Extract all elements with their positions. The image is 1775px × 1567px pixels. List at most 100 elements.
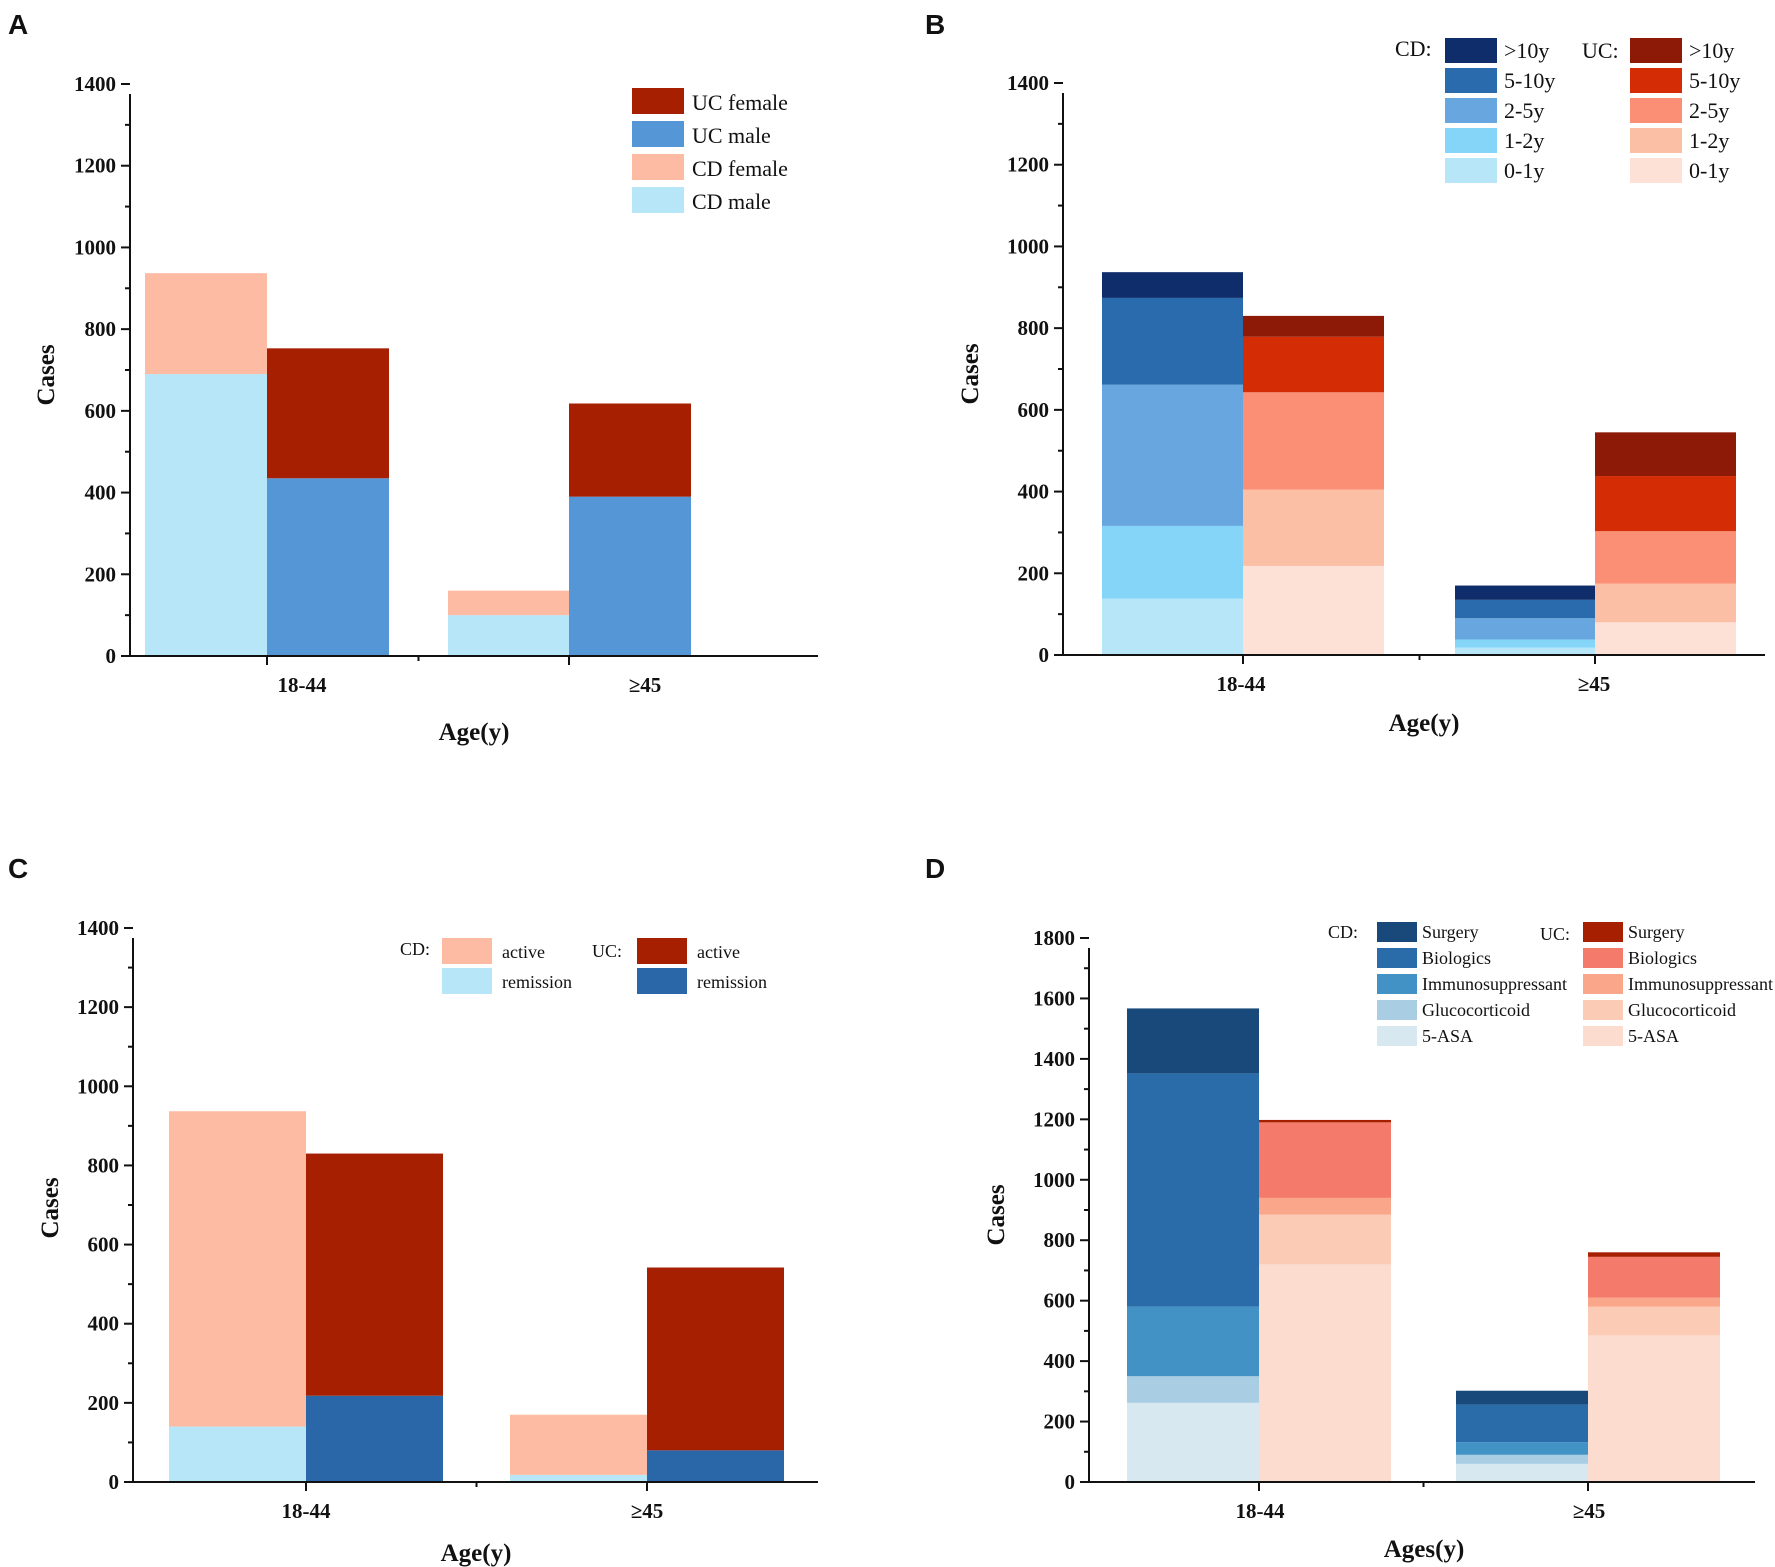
panel-d-y-label: Cases [983,1184,1010,1245]
y-tick-label: 1800 [1033,926,1075,950]
panel-d-x-label: Ages(y) [1384,1536,1465,1563]
bar-segment-cd-cd-female [448,590,569,616]
bar-segment-uc-remission [306,1395,443,1482]
bar-segment-cd-5-asa [1127,1402,1259,1482]
legend-label: 0-1y [1689,158,1729,183]
panel-b-category-label: ≥45 [1578,672,1611,696]
panel-c-y-ticks: 0 200 400 600 800 1000 1200 1400 [77,916,648,1494]
y-tick-label: 600 [1044,1289,1076,1313]
bar-segment-uc-uc-female [267,348,389,479]
bar-segment-cd-5-asa [1456,1463,1588,1482]
legend-label: UC male [692,123,771,148]
panel-a-x-label: Age(y) [439,719,510,746]
panel-c-category-label: 18-44 [282,1499,331,1523]
y-tick-label: 1000 [1007,234,1049,258]
legend-swatch-cd-glucocorticoid [1377,1000,1417,1020]
bar-segment-cd-active [510,1414,647,1475]
legend-swatch-cd-5-10y [1445,68,1497,93]
y-tick-label: 600 [85,399,117,423]
y-tick-label: 1600 [1033,986,1075,1010]
bar-segment-uc-5-asa [1588,1335,1720,1482]
legend-label: 2-5y [1504,98,1544,123]
legend-label: 1-2y [1689,128,1729,153]
panel-c-plot-area [169,1111,784,1482]
legend-label: Glucocorticoid [1628,1000,1736,1020]
bar-segment-uc-surgery [1588,1252,1720,1257]
legend-swatch-uc-remission [637,968,687,994]
legend-swatch-cd-2-5y [1445,98,1497,123]
bar-segment-cd-immunosuppressant [1456,1442,1588,1455]
legend-swatch-uc-5-asa [1583,1026,1623,1046]
bar-segment-cd-5-10y [1102,297,1243,385]
y-tick-label: 200 [85,562,117,586]
legend-title-cd: CD: [1328,922,1358,942]
bar-segment-uc-0-1y [1243,565,1384,655]
legend-swatch-uc-5-10y [1630,68,1682,93]
y-tick-label: 1400 [77,916,119,940]
y-tick-label: 800 [1044,1228,1076,1252]
bar-segment-cd-immunosuppressant [1127,1306,1259,1377]
legend-title-uc: UC: [1582,38,1619,63]
legend-swatch-cd-immunosuppressant [1377,974,1417,994]
bar-segment-uc-immunosuppressant [1588,1297,1720,1307]
bar-segment-uc-glucocorticoid [1588,1306,1720,1336]
legend-swatch-cd-0-1y [1445,158,1497,183]
bar-segment-uc-5-asa [1259,1264,1391,1482]
legend-label: CD male [692,189,771,214]
legend-title-cd: CD: [400,939,430,959]
bar-segment-uc-uc-male [267,478,389,656]
legend-label: Glucocorticoid [1422,1000,1530,1020]
panel-d: D 0 200 400 600 800 1000 1200 1400 1600 1800 18-4… [925,853,1773,1563]
panel-a-plot-area [145,273,691,656]
y-tick-label: 600 [1018,398,1050,422]
bar-segment-uc-biologics [1259,1122,1391,1198]
bar-segment-cd-0-1y [1455,647,1595,655]
panel-a-y-label: Cases [33,344,60,405]
legend-swatch-cd-1-2y [1445,128,1497,153]
legend-label: 5-ASA [1628,1026,1679,1046]
legend-label: active [697,942,740,962]
legend-label: CD female [692,156,788,181]
y-tick-label: 1200 [1007,153,1049,177]
bar-segment-uc-surgery [1259,1119,1391,1123]
legend-label: 5-10y [1504,68,1555,93]
legend-label: 0-1y [1504,158,1544,183]
bar-segment-uc-1-2y [1595,583,1736,623]
bar-segment-uc-10y [1243,315,1384,337]
y-tick-label: 1000 [77,1074,119,1098]
y-tick-label: 0 [1039,643,1050,667]
bar-segment-cd-1-2y [1102,525,1243,599]
legend-swatch-cd-surgery [1377,922,1417,942]
y-tick-label: 800 [85,317,117,341]
y-tick-label: 600 [88,1233,120,1257]
legend-label: remission [502,972,572,992]
y-tick-label: 800 [1018,316,1050,340]
panel-b-y-ticks: 0 200 400 600 800 1000 1200 1400 [1007,71,1596,667]
legend-swatch-uc-0-1y [1630,158,1682,183]
bar-segment-cd-10y [1455,585,1595,600]
legend-swatch-uc-glucocorticoid [1583,1000,1623,1020]
bar-segment-cd-cd-male [145,374,267,656]
bar-segment-cd-0-1y [1102,598,1243,655]
panel-d-legend: CD: UC: Surgery Biologics Immunosuppress… [1328,922,1773,1046]
panel-b-legend: CD: UC: >10y 5-10y 2-5y 1-2y 0-1y >10y 5… [1395,36,1740,183]
y-tick-label: 200 [88,1391,120,1415]
panel-b-x-label: Age(y) [1389,710,1460,737]
y-tick-label: 1400 [74,72,116,96]
bar-segment-uc-immunosuppressant [1259,1197,1391,1215]
panel-letter-b: B [925,9,945,40]
bar-segment-cd-glucocorticoid [1127,1376,1259,1403]
legend-title-cd: CD: [1395,36,1432,61]
panel-c-legend: CD: UC: active remission active remissio… [400,938,767,994]
bar-segment-uc-2-5y [1243,392,1384,490]
legend-label: Biologics [1422,948,1491,968]
panel-a-category-label: 18-44 [278,673,327,697]
bar-segment-uc-remission [647,1450,784,1482]
bar-segment-uc-uc-male [569,496,691,656]
panel-b: B 0 200 400 600 800 1000 1200 1400 18-44 ≥45 Ag… [925,9,1765,737]
panel-d-category-label: ≥45 [1573,1499,1606,1523]
y-tick-label: 1000 [74,235,116,259]
legend-title-uc: UC: [1540,924,1570,944]
y-tick-label: 0 [109,1470,120,1494]
legend-swatch-uc-biologics [1583,948,1623,968]
